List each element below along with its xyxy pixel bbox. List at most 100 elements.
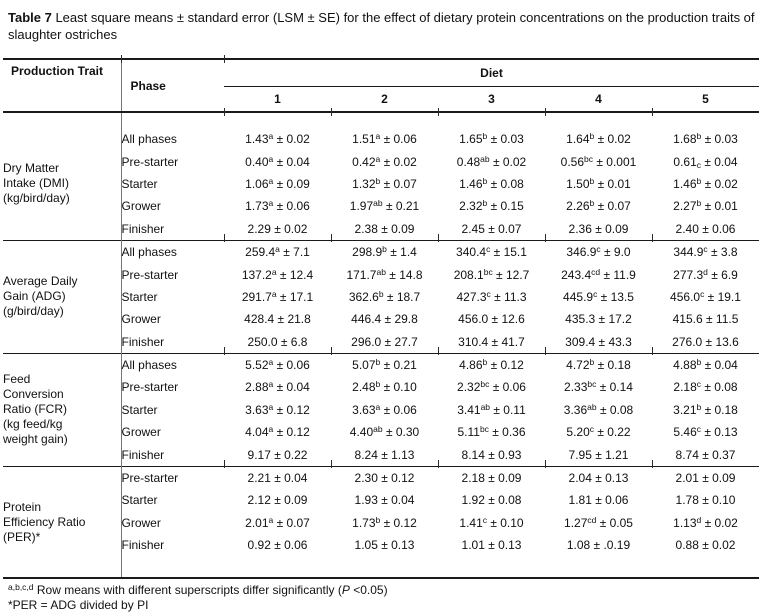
superscript: b bbox=[696, 175, 702, 186]
cell-border-tick bbox=[652, 108, 653, 116]
cell-border-tick bbox=[224, 108, 225, 116]
cell-border-tick bbox=[545, 108, 546, 116]
trait-label-fcr: Feed Conversion Ratio (FCR) (kg feed/kg weig… bbox=[3, 353, 122, 466]
value-cell: 456.0c ± 19.1 bbox=[670, 288, 741, 304]
value-cell: 1.43a ± 0.02 bbox=[245, 131, 310, 147]
phase-cell: Finisher bbox=[121, 221, 165, 236]
superscript: b bbox=[696, 131, 702, 142]
footnotes: a,b,c,d Row means with different supersc… bbox=[8, 583, 762, 613]
superscript: b bbox=[696, 401, 702, 412]
value-cell: 1.46b ± 0.02 bbox=[673, 175, 738, 191]
value-cell: 4.72b ± 0.18 bbox=[566, 357, 631, 373]
superscript: b bbox=[482, 198, 488, 209]
value-cell: 259.4a ± 7.1 bbox=[245, 244, 310, 260]
cell-border-tick bbox=[652, 347, 653, 355]
footnote-superscript: a,b,c,d bbox=[8, 582, 34, 593]
table-row: Finisher 9.17 ± 0.22 8.24 ± 1.13 8.14 ± 0.9… bbox=[3, 443, 759, 465]
table-row: Starter 1.06a ± 0.09 1.32b ± 0.07 1.46b ± 0… bbox=[3, 173, 759, 195]
superscript: c bbox=[700, 288, 705, 299]
phase-cell: Pre-starter bbox=[121, 471, 179, 486]
superscript: b bbox=[696, 357, 702, 368]
value-cell: 0.42a ± 0.02 bbox=[352, 153, 417, 169]
value-cell: 2.12 ± 0.09 bbox=[247, 493, 308, 508]
value-cell: 5.11bc ± 0.36 bbox=[457, 424, 526, 440]
diet-column-header: 1 bbox=[274, 92, 281, 106]
footnote-per: *PER = ADG divided by PI bbox=[8, 598, 149, 613]
value-cell: 1.06a ± 0.09 bbox=[245, 175, 310, 191]
value-cell: 1.13d ± 0.02 bbox=[673, 514, 738, 530]
phase-cell: Grower bbox=[121, 425, 161, 440]
value-cell: 1.01 ± 0.13 bbox=[461, 538, 522, 553]
value-cell: 1.50b ± 0.01 bbox=[566, 175, 631, 191]
value-cell: 0.56bc ± 0.001 bbox=[560, 153, 637, 169]
phase-cell: All phases bbox=[121, 358, 177, 373]
value-cell: 3.36ab ± 0.08 bbox=[563, 401, 634, 417]
superscript: b bbox=[375, 175, 381, 186]
superscript: b bbox=[589, 175, 595, 186]
value-cell: 1.65b ± 0.03 bbox=[459, 131, 524, 147]
table-caption-text: Least square means ± standard error (LSM… bbox=[8, 10, 755, 42]
value-cell: 0.61c ± 0.04 bbox=[673, 154, 738, 170]
superscript: a bbox=[268, 175, 274, 186]
value-cell: 5.20c ± 0.22 bbox=[566, 424, 631, 440]
superscript: a bbox=[268, 424, 274, 435]
trait-label-dmi: Dry Matter Intake (DMI) (kg/bird/day) bbox=[3, 113, 122, 240]
header-production-trait: Production Trait bbox=[3, 59, 122, 112]
phase-cell: All phases bbox=[121, 132, 177, 147]
value-cell: 0.40a ± 0.04 bbox=[245, 153, 310, 169]
value-cell: 5.52a ± 0.06 bbox=[245, 357, 310, 373]
superscript: c bbox=[486, 244, 491, 255]
cell-border-tick bbox=[438, 108, 439, 116]
value-cell: 2.48b ± 0.10 bbox=[352, 379, 417, 395]
superscript: c bbox=[593, 288, 598, 299]
table-row: Feed Conversion Ratio (FCR) (kg feed/kg weig… bbox=[3, 353, 759, 466]
value-cell: 277.3d ± 6.9 bbox=[673, 266, 738, 282]
phase-cell: Starter bbox=[121, 176, 158, 191]
value-cell: 2.01 ± 0.09 bbox=[675, 471, 736, 486]
superscript: ab bbox=[480, 401, 491, 412]
superscript: bc bbox=[584, 153, 594, 164]
value-cell: 8.74 ± 0.37 bbox=[675, 447, 736, 462]
superscript: ab bbox=[373, 424, 383, 435]
subscript: c bbox=[696, 159, 701, 170]
superscript: b bbox=[382, 244, 387, 255]
trait-block-adg: Average Daily Gain (ADG) (g/bird/day) All p… bbox=[3, 239, 759, 353]
cell-border-tick bbox=[224, 234, 225, 242]
value-cell: 4.40ab ± 0.30 bbox=[349, 424, 420, 440]
value-cell: 2.26b ± 0.07 bbox=[566, 198, 631, 214]
value-cell: 137.2a ± 12.4 bbox=[241, 266, 314, 282]
value-cell: 298.9b ± 1.4 bbox=[352, 244, 417, 260]
table-row: Grower 4.04a ± 0.12 4.40ab ± 0.30 5.11bc ± … bbox=[3, 421, 759, 443]
superscript: ab bbox=[587, 401, 597, 412]
cell-border-tick bbox=[331, 347, 332, 355]
cell-border-tick bbox=[545, 347, 546, 355]
table-row: Finisher 0.92 ± 0.06 1.05 ± 0.13 1.01 ± 0.1… bbox=[3, 534, 759, 578]
superscript: a bbox=[268, 514, 274, 525]
table-caption-label: Table 7 bbox=[8, 10, 52, 25]
trait-block-dmi: Dry Matter Intake (DMI) (kg/bird/day) All p… bbox=[3, 113, 760, 240]
value-cell: 4.88b ± 0.04 bbox=[673, 357, 738, 373]
value-cell: 0.92 ± 0.06 bbox=[247, 538, 308, 553]
value-cell: 3.41ab ± 0.11 bbox=[457, 401, 526, 417]
value-cell: 1.81 ± 0.06 bbox=[568, 493, 629, 508]
cell-border-tick bbox=[652, 234, 653, 242]
table-row: Starter 2.12 ± 0.09 1.93 ± 0.04 1.92 ± 0.08… bbox=[3, 489, 759, 511]
value-cell: 250.0 ± 6.8 bbox=[247, 334, 308, 349]
superscript: b bbox=[589, 131, 595, 142]
superscript: b bbox=[375, 514, 381, 525]
table-row: Finisher 250.0 ± 6.8 296.0 ± 27.7 310.4 ± 4… bbox=[3, 331, 759, 353]
value-cell: 428.4 ± 21.8 bbox=[244, 312, 311, 327]
value-cell: 2.32b ± 0.15 bbox=[459, 198, 524, 214]
superscript: bc bbox=[479, 424, 489, 435]
value-cell: 8.24 ± 1.13 bbox=[354, 447, 415, 462]
value-cell: 3.63a ± 0.12 bbox=[245, 401, 310, 417]
header-phase: Phase bbox=[130, 78, 166, 93]
table-caption: Table 7 Least square means ± standard er… bbox=[8, 9, 756, 43]
value-cell: 427.3c ± 11.3 bbox=[456, 288, 527, 304]
diet-column-header: 5 bbox=[702, 92, 709, 106]
superscript: b bbox=[482, 131, 488, 142]
cell-border-tick bbox=[331, 108, 332, 116]
table-row: Protein Efficiency Ratio (PER)* Pre-starter… bbox=[3, 466, 759, 579]
phase-cell: Starter bbox=[121, 289, 158, 304]
value-cell: 1.41c ± 0.10 bbox=[459, 514, 524, 530]
